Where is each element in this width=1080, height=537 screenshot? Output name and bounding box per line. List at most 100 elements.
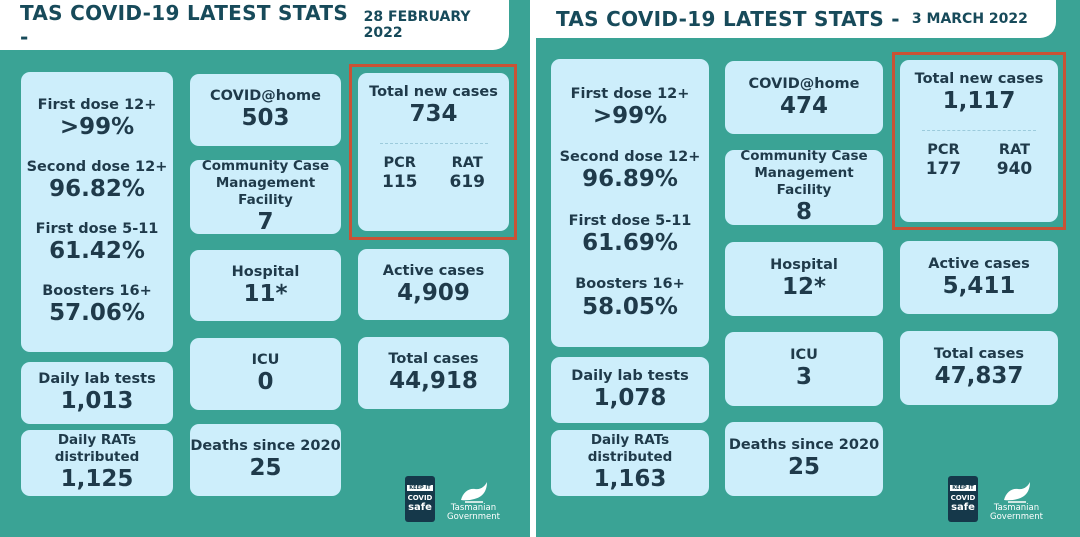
ccmf-value: 7 xyxy=(257,208,274,235)
safe-text: safe xyxy=(408,502,432,513)
rat-value: 940 xyxy=(996,158,1033,179)
deaths-label: Deaths since 2020 xyxy=(728,437,880,454)
icu-card: ICU 0 xyxy=(190,338,341,410)
panel-date: 28 FEBRUARY 2022 xyxy=(363,9,471,41)
second-dose-12-value: 96.89% xyxy=(582,166,678,193)
daily-lab-tests-value: 1,078 xyxy=(593,385,667,412)
hospital-label: Hospital xyxy=(231,263,300,280)
vaccination-card: First dose 12+ >99% Second dose 12+ 96.8… xyxy=(551,59,709,347)
rat-value: 619 xyxy=(449,171,486,192)
total-new-cases-card: Total new cases 1,117 PCR 177 RAT 940 xyxy=(900,60,1058,222)
covid-text: COVID xyxy=(950,494,976,502)
stats-panel-3-mar: TAS COVID-19 LATEST STATS - 3 MARCH 2022… xyxy=(536,0,1080,537)
daily-rats-card: Daily RATs distributed 1,125 xyxy=(21,430,173,496)
covid-safe-logo: KEEP IT COVID safe xyxy=(405,476,435,522)
covid-home-label: COVID@home xyxy=(210,88,321,105)
total-new-cases-label: Total new cases xyxy=(369,84,498,100)
daily-rats-label: Daily RATs distributed xyxy=(54,432,140,466)
boosters-value: 58.05% xyxy=(582,293,678,320)
vaccination-card: First dose 12+ >99% Second dose 12+ 96.8… xyxy=(21,72,173,352)
covid-safe-logo: KEEP IT COVID safe xyxy=(948,476,978,522)
active-cases-label: Active cases xyxy=(382,262,485,279)
first-dose-12-value: >99% xyxy=(592,102,668,129)
daily-lab-tests-label: Daily lab tests xyxy=(38,371,156,388)
panel-date: 3 MARCH 2022 xyxy=(911,11,1028,27)
first-dose-12-value: >99% xyxy=(59,114,135,141)
hospital-value: 12* xyxy=(781,274,827,301)
total-cases-card: Total cases 44,918 xyxy=(358,337,509,409)
rat-label: RAT xyxy=(451,154,483,171)
first-dose-12-label: First dose 12+ xyxy=(570,85,690,102)
covid-home-value: 503 xyxy=(241,105,290,132)
deaths-card: Deaths since 2020 25 xyxy=(725,422,883,496)
daily-rats-value: 1,125 xyxy=(60,466,134,493)
deaths-card: Deaths since 2020 25 xyxy=(190,424,341,496)
pcr-label: PCR xyxy=(383,154,416,171)
keep-it-text: KEEP IT xyxy=(950,485,976,491)
total-cases-value: 44,918 xyxy=(389,368,478,395)
community-case-card: Community Case Management Facility 8 xyxy=(725,148,883,225)
panel-title-bar: TAS COVID-19 LATEST STATS - 28 FEBRUARY … xyxy=(0,0,509,50)
government-text: Government xyxy=(447,512,501,523)
covid-home-value: 474 xyxy=(779,92,828,119)
total-new-cases-label: Total new cases xyxy=(914,71,1044,87)
daily-lab-tests-card: Daily lab tests 1,078 xyxy=(551,357,709,423)
hospital-card: Hospital 12* xyxy=(725,242,883,316)
icu-card: ICU 3 xyxy=(725,332,883,406)
rat-label: RAT xyxy=(998,141,1031,158)
pcr-label: PCR xyxy=(927,141,960,158)
daily-lab-tests-card: Daily lab tests 1,013 xyxy=(21,362,173,424)
tasmanian-devil-icon xyxy=(1003,482,1030,503)
deaths-value: 25 xyxy=(787,454,820,481)
pcr-value: 115 xyxy=(382,171,418,192)
daily-lab-tests-label: Daily lab tests xyxy=(571,368,689,385)
second-dose-12-label: Second dose 12+ xyxy=(559,149,701,166)
keep-it-text: KEEP IT xyxy=(407,485,433,491)
boosters-value: 57.06% xyxy=(49,300,145,327)
total-new-cases-highlight xyxy=(892,52,1066,230)
icu-value: 3 xyxy=(795,364,812,391)
deaths-label: Deaths since 2020 xyxy=(190,438,341,455)
covid-text: COVID xyxy=(407,494,433,502)
card-divider xyxy=(379,142,488,144)
panel-title: TAS COVID-19 LATEST STATS - xyxy=(556,7,900,31)
ccmf-label-line-1: Community Case xyxy=(201,157,330,174)
first-dose-12-label: First dose 12+ xyxy=(37,97,157,114)
daily-rats-label: Daily RATs distributed xyxy=(587,432,673,466)
icu-value: 0 xyxy=(257,369,274,396)
tasmanian-text: Tasmanian xyxy=(993,503,1040,514)
daily-rats-value: 1,163 xyxy=(593,466,667,493)
total-new-cases-value: 1,117 xyxy=(942,88,1016,115)
tasmanian-government-logo: Tasmanian Government xyxy=(447,480,500,522)
stats-panel-28-feb: TAS COVID-19 LATEST STATS - 28 FEBRUARY … xyxy=(0,0,530,537)
first-dose-5-11-value: 61.69% xyxy=(582,230,678,256)
active-cases-label: Active cases xyxy=(928,255,1030,272)
covid-home-card: COVID@home 503 xyxy=(190,74,341,146)
panel-title-bar: TAS COVID-19 LATEST STATS - 3 MARCH 2022 xyxy=(536,0,1056,38)
first-dose-5-11-label: First dose 5-11 xyxy=(35,221,159,238)
covid-home-label: COVID@home xyxy=(748,75,860,92)
daily-rats-card: Daily RATs distributed 1,163 xyxy=(551,430,709,496)
ccmf-label-line-2: Management Facility xyxy=(754,165,854,199)
tasmanian-government-logo: Tasmanian Government xyxy=(990,480,1043,522)
boosters-label: Boosters 16+ xyxy=(42,283,152,300)
pcr-rat-split: PCR 177 RAT 940 xyxy=(908,141,1050,180)
panel-title: TAS COVID-19 LATEST STATS - xyxy=(20,1,349,49)
tasmanian-devil-icon xyxy=(460,482,487,503)
icu-label: ICU xyxy=(251,352,280,369)
ccmf-label-line-1: Community Case xyxy=(740,148,868,165)
total-cases-label: Total cases xyxy=(388,351,479,368)
active-cases-card: Active cases 4,909 xyxy=(358,249,509,320)
card-divider xyxy=(922,129,1036,131)
total-new-cases-value: 734 xyxy=(409,101,458,128)
logos: KEEP IT COVID safe Tasmanian Government xyxy=(405,476,500,522)
community-case-card: Community Case Management Facility 7 xyxy=(190,157,341,235)
hospital-label: Hospital xyxy=(770,257,838,274)
pcr-rat-split: PCR 115 RAT 619 xyxy=(366,154,501,193)
total-cases-card: Total cases 47,837 xyxy=(900,331,1058,405)
total-new-cases-card: Total new cases 734 PCR 115 RAT 619 xyxy=(358,73,509,231)
tasmanian-text: Tasmanian xyxy=(450,503,497,514)
safe-text: safe xyxy=(951,502,975,513)
logos: KEEP IT COVID safe Tasmanian Government xyxy=(948,476,1043,522)
second-dose-12-value: 96.82% xyxy=(49,176,145,203)
